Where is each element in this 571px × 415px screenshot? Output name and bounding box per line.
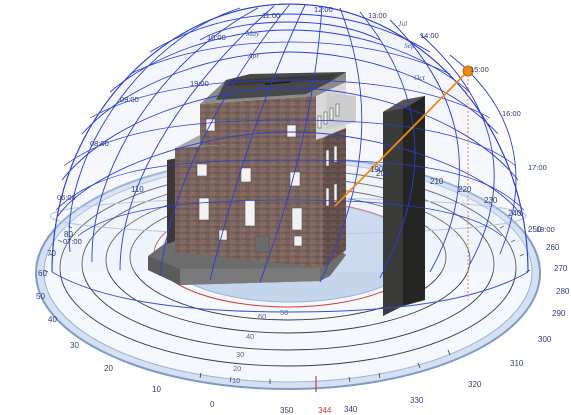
hour-labels: 06:00 07:00 08:00 09:00 10:00 11:00 12:0… xyxy=(57,5,555,246)
altitude-label-30: 30 xyxy=(236,350,244,359)
azimuth-label-220: 220 xyxy=(458,185,472,194)
azimuth-label-270: 270 xyxy=(554,264,568,273)
month-label-apr: Apr xyxy=(247,51,259,60)
azimuth-label-40: 40 xyxy=(48,315,57,324)
altitude-label-20: 20 xyxy=(233,364,241,373)
azimuth-label-210: 210 xyxy=(430,177,444,186)
azimuth-label-50: 50 xyxy=(36,292,45,301)
azimuth-label-30: 30 xyxy=(70,341,79,350)
month-labels: Jul Sep Oct May Apr xyxy=(245,19,426,82)
month-label-may: May xyxy=(245,29,260,38)
azimuth-label-20: 20 xyxy=(104,364,113,373)
hour-label-1200: 12:00 xyxy=(314,5,333,14)
hour-label-1000: 10:00 xyxy=(207,33,226,42)
azimuth-label-110: 110 xyxy=(131,185,144,194)
hour-label-1800: 18:00 xyxy=(536,225,555,234)
azimuth-label-300: 300 xyxy=(538,335,552,344)
azimuth-label-340: 340 xyxy=(344,405,358,414)
azimuth-label-350: 350 xyxy=(280,406,294,415)
month-label-jul: Jul xyxy=(398,19,407,28)
hour-label-1400: 14:00 xyxy=(420,31,439,40)
azimuth-label-260: 260 xyxy=(546,243,560,252)
hour-label-1700: 17:00 xyxy=(528,163,547,172)
month-label-sep: Sep xyxy=(404,41,415,50)
building-model xyxy=(148,72,425,316)
hour-label-0900: 09:00 xyxy=(120,95,139,104)
sun-dome-grid xyxy=(51,3,529,313)
hour-label-0600: 06:00 xyxy=(57,193,76,202)
azimuth-label-60: 60 xyxy=(38,269,47,278)
azimuth-label-70: 70 xyxy=(47,249,56,258)
azimuth-labels: 0 10 20 30 40 50 60 70 80 110 190 200 21… xyxy=(36,165,570,415)
hour-label-1100: 11:00 xyxy=(262,11,280,20)
hour-label-0700: 07:00 xyxy=(63,237,82,246)
hour-label-1300: 13:00 xyxy=(368,11,387,20)
hour-label-1600: 16:00 xyxy=(502,109,521,118)
hour-label-1900: 19:00 xyxy=(190,79,209,88)
azimuth-label-280: 280 xyxy=(556,287,570,296)
altitude-label-40: 40 xyxy=(246,332,254,341)
azimuth-label-200: 200 xyxy=(376,169,390,178)
azimuth-label-310: 310 xyxy=(510,359,524,368)
altitude-labels: 10 20 30 40 50 60 xyxy=(232,308,288,385)
azimuth-label-330: 330 xyxy=(410,396,424,405)
hour-label-0800: 08:00 xyxy=(90,139,109,148)
sun-position-marker[interactable] xyxy=(462,65,474,77)
month-label-oct: Oct xyxy=(414,73,426,82)
azimuth-label-240: 240 xyxy=(508,209,522,218)
hour-label-1500: 15:00 xyxy=(470,65,489,74)
altitude-label-60: 60 xyxy=(258,312,266,321)
azimuth-label-80: 80 xyxy=(64,230,73,239)
azimuth-label-0: 0 xyxy=(210,400,215,409)
altitude-label-50: 50 xyxy=(280,308,288,317)
azimuth-label-344: 344 xyxy=(318,406,332,415)
azimuth-label-230: 230 xyxy=(484,196,498,205)
azimuth-label-320: 320 xyxy=(468,380,482,389)
altitude-label-10: 10 xyxy=(232,376,240,385)
sun-ray xyxy=(334,70,469,300)
azimuth-label-290: 290 xyxy=(552,309,566,318)
azimuth-label-10: 10 xyxy=(152,385,161,394)
azimuth-label-190: 190 xyxy=(370,165,384,174)
azimuth-label-250: 250 xyxy=(528,225,542,234)
